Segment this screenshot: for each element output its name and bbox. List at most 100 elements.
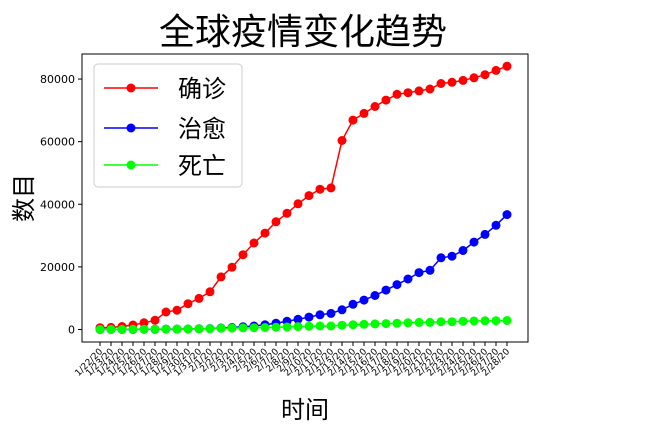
series-1-point bbox=[370, 291, 380, 300]
series-0-point bbox=[502, 61, 512, 71]
series-2-point bbox=[194, 324, 204, 334]
x-axis: 1/22/201/23/201/24/201/25/201/26/201/27/… bbox=[74, 342, 512, 379]
series-0-point bbox=[491, 65, 501, 75]
series-1-point bbox=[469, 237, 479, 247]
series-0-point bbox=[293, 199, 303, 209]
series-2-point bbox=[348, 320, 358, 330]
series-2-point bbox=[403, 318, 413, 328]
series-2-point bbox=[139, 324, 149, 334]
series-0-point bbox=[359, 108, 369, 118]
series-1-point bbox=[425, 265, 435, 275]
series-line-1 bbox=[100, 214, 508, 331]
series-0-point bbox=[381, 95, 391, 105]
series-2-point bbox=[249, 323, 259, 333]
series-2-point bbox=[205, 324, 215, 334]
series-0-point bbox=[238, 250, 248, 260]
series-0-point bbox=[414, 86, 424, 96]
series-2-point bbox=[216, 323, 226, 333]
series-2-point bbox=[447, 317, 457, 327]
series-2-point bbox=[271, 322, 281, 332]
series-0-point bbox=[469, 73, 479, 83]
series-2-point bbox=[304, 321, 314, 331]
series-2-point bbox=[414, 317, 424, 327]
legend-label-1: 治愈 bbox=[178, 115, 226, 143]
y-tick-label: 0 bbox=[68, 323, 75, 336]
y-tick-label: 20000 bbox=[40, 261, 75, 274]
series-0-point bbox=[260, 228, 270, 238]
axes-frame bbox=[81, 53, 529, 343]
series-2-point bbox=[436, 317, 446, 327]
series-1-point bbox=[458, 246, 468, 255]
y-tick-label: 80000 bbox=[40, 73, 75, 86]
series-2-point bbox=[183, 324, 193, 334]
series-0-point bbox=[326, 183, 336, 193]
series-2-point bbox=[392, 318, 402, 328]
series-2-point bbox=[381, 319, 391, 329]
series-0-point bbox=[337, 136, 347, 145]
x-axis-title: 时间 bbox=[281, 396, 329, 424]
series-1-point bbox=[447, 251, 457, 261]
series-0-point bbox=[161, 307, 171, 317]
series-1-point bbox=[304, 312, 314, 322]
series-2-point bbox=[359, 319, 369, 329]
series-2-point bbox=[315, 321, 325, 331]
series-0-point bbox=[480, 70, 490, 80]
series-2-point bbox=[480, 316, 490, 326]
series-1-point bbox=[359, 295, 369, 305]
series-0-point bbox=[392, 89, 402, 99]
series-1-point bbox=[414, 268, 424, 278]
series-0-point bbox=[304, 191, 314, 201]
series-2-point bbox=[106, 324, 116, 334]
legend-label-2: 死亡 bbox=[178, 152, 226, 180]
series-2-point bbox=[172, 324, 182, 334]
series-1-point bbox=[326, 308, 336, 318]
series-0-point bbox=[205, 287, 215, 297]
series-1-point bbox=[293, 314, 303, 324]
series-0-point bbox=[370, 102, 380, 111]
series-2-point bbox=[238, 323, 248, 333]
series-2-point bbox=[425, 317, 435, 327]
series-2-point bbox=[370, 319, 380, 329]
series-2-point bbox=[326, 321, 336, 331]
chart-title: 全球疫情变化趋势 bbox=[159, 12, 447, 53]
series-0-point bbox=[348, 115, 358, 125]
series-0-point bbox=[216, 272, 226, 282]
series-2-point bbox=[150, 324, 160, 334]
series-1-point bbox=[502, 210, 512, 220]
series-1-point bbox=[436, 253, 446, 263]
series-0-point bbox=[150, 315, 160, 325]
series-2-point bbox=[161, 324, 171, 334]
y-tick-label: 40000 bbox=[40, 198, 75, 211]
legend-marker-1 bbox=[126, 123, 136, 133]
series-1-point bbox=[403, 274, 413, 284]
series-0-point bbox=[425, 84, 435, 94]
series-2-point bbox=[128, 324, 138, 334]
series-0-point bbox=[403, 88, 413, 98]
series-0-point bbox=[249, 238, 259, 248]
series-1-point bbox=[337, 305, 347, 315]
series-0-point bbox=[315, 184, 325, 194]
series-1-point bbox=[392, 280, 402, 290]
legend-marker-2 bbox=[126, 160, 136, 170]
series-0-point bbox=[227, 262, 237, 272]
series-0-point bbox=[447, 77, 457, 87]
series-2-point bbox=[227, 323, 237, 333]
series-2-point bbox=[293, 322, 303, 332]
legend-marker-0 bbox=[126, 83, 136, 93]
series-1-point bbox=[491, 220, 501, 230]
series-0-point bbox=[172, 305, 182, 315]
series-0-point bbox=[139, 318, 149, 328]
legend-box bbox=[93, 63, 243, 188]
series-0-point bbox=[194, 293, 204, 303]
series-1-point bbox=[348, 299, 358, 309]
series-2-point bbox=[458, 316, 468, 326]
series-1-point bbox=[381, 285, 391, 295]
series-2-point bbox=[337, 320, 347, 330]
series-2-point bbox=[491, 316, 501, 326]
series-2-point bbox=[260, 323, 270, 332]
series-2-point bbox=[502, 316, 512, 325]
series-line-2 bbox=[100, 319, 508, 331]
series-2-point bbox=[95, 324, 105, 334]
series-0-point bbox=[183, 299, 193, 309]
